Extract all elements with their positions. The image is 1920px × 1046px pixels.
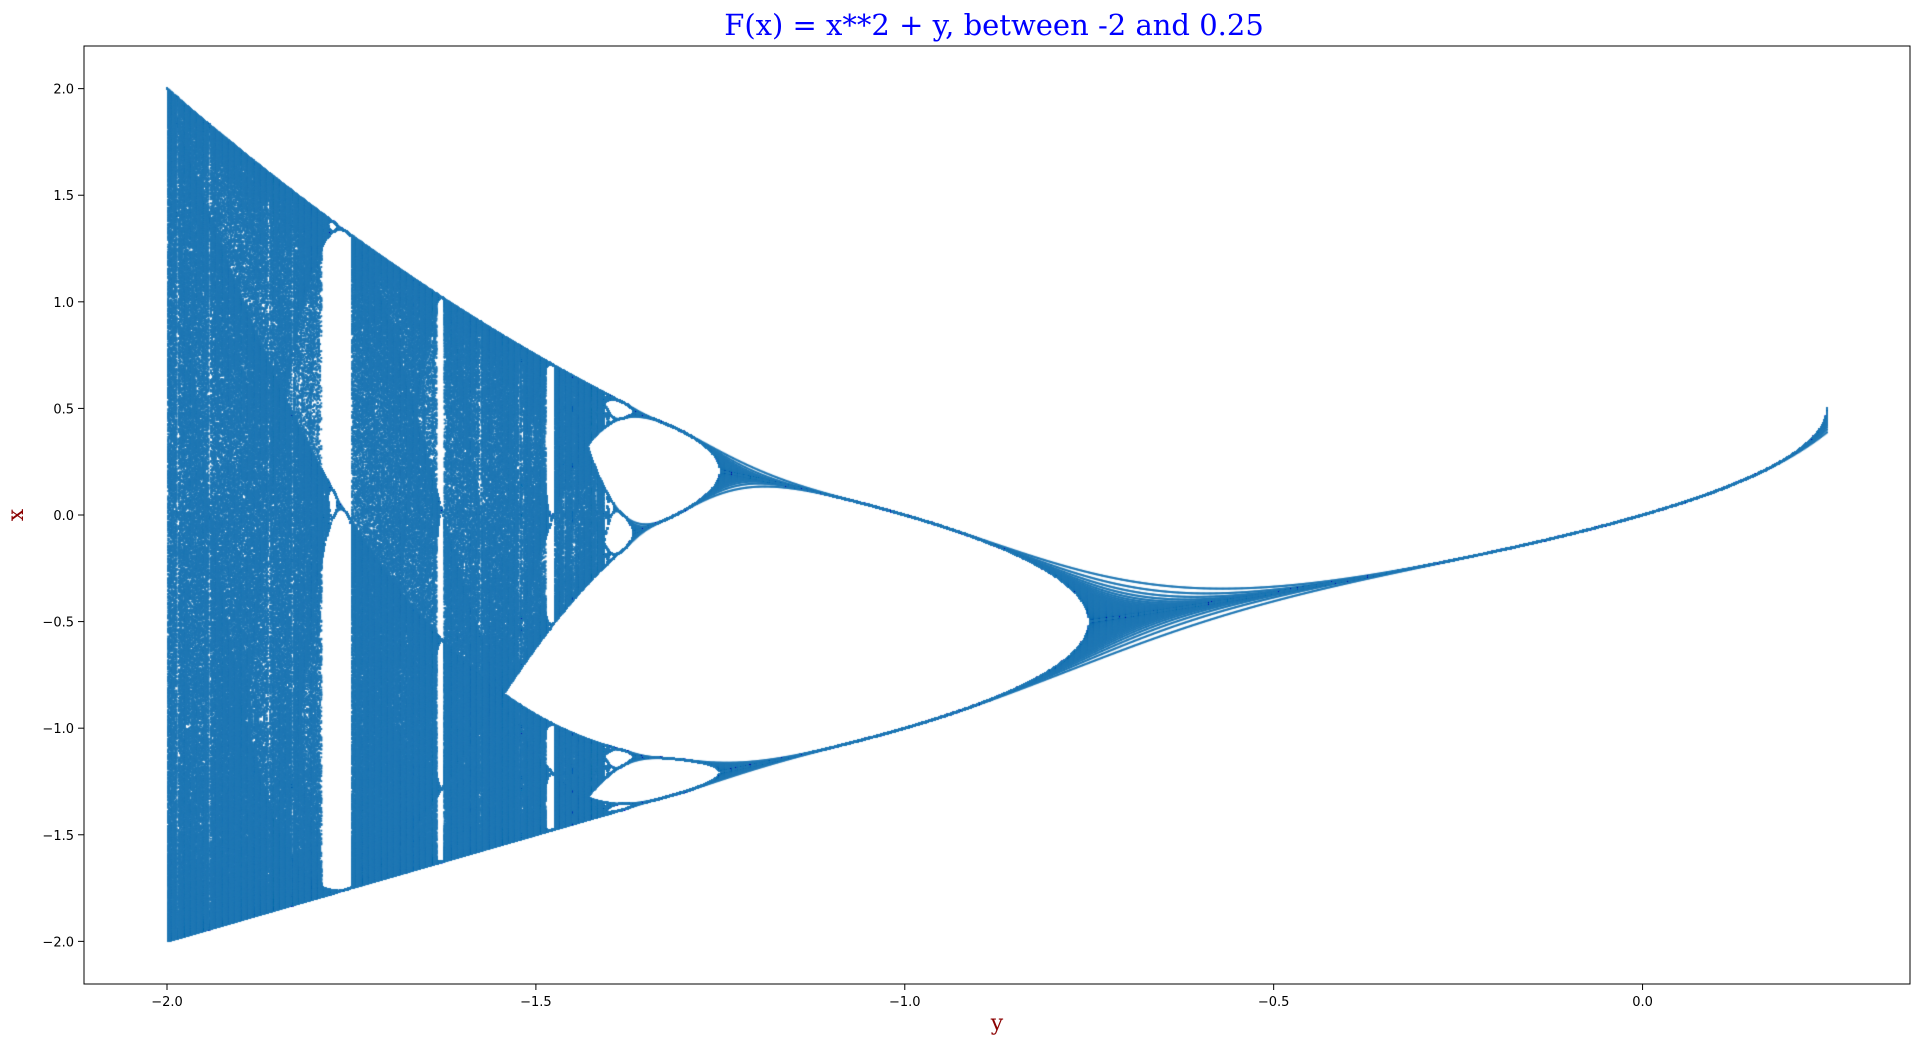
scatter-points (84, 46, 1910, 984)
y-axis-label: x (4, 508, 29, 521)
y-tick-label: −0.5 (42, 616, 74, 631)
y-tick-label: −1.5 (42, 829, 74, 844)
y-axis-ticks: −2.0 −1.5 −1.0 −0.5 0.0 0.5 1.0 1.5 2.0 (42, 83, 84, 950)
y-tick-label: 1.0 (53, 296, 74, 311)
y-tick-label: 0.0 (53, 509, 74, 524)
x-tick-label: −0.5 (1258, 995, 1290, 1010)
x-tick-label: 0.0 (1632, 995, 1653, 1010)
plot-area (83, 45, 1911, 985)
x-tick-label: −1.0 (889, 995, 921, 1010)
x-axis-label: y (990, 1011, 1004, 1036)
y-tick-label: 2.0 (53, 83, 74, 98)
x-axis-ticks: −2.0 −1.5 −1.0 −0.5 0.0 (151, 984, 1653, 1010)
y-tick-label: −1.0 (42, 722, 74, 737)
y-tick-label: 0.5 (53, 402, 74, 417)
x-tick-label: −1.5 (520, 995, 552, 1010)
chart-title: F(x) = x**2 + y, between -2 and 0.25 (724, 8, 1264, 42)
x-tick-label: −2.0 (151, 995, 183, 1010)
y-tick-label: 1.5 (53, 189, 74, 204)
y-tick-label: −2.0 (42, 935, 74, 950)
